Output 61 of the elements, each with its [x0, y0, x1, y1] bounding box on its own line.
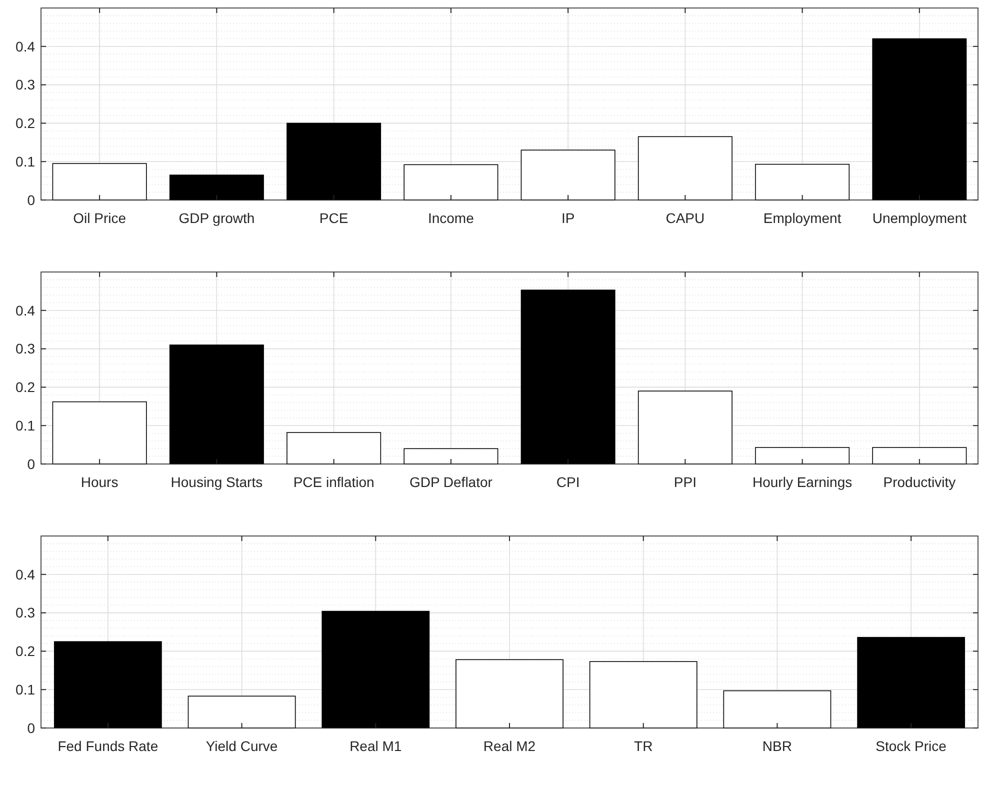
x-tick-label: PPI: [674, 474, 696, 490]
bar: [872, 38, 967, 200]
x-tick-label: Oil Price: [73, 210, 126, 226]
bar: [589, 661, 698, 728]
y-tick-label: 0.1: [16, 682, 36, 698]
bar: [54, 641, 162, 728]
x-tick-label: Hours: [80, 474, 118, 490]
y-tick-label: 0.1: [16, 154, 36, 170]
x-tick-label: Income: [428, 210, 474, 226]
y-tick-label: 0.2: [16, 379, 36, 396]
bar: [286, 122, 382, 200]
bar: [52, 401, 147, 464]
x-tick-label: Real M1: [350, 738, 402, 754]
x-tick-label: TR: [634, 738, 653, 754]
bar: [322, 610, 430, 728]
x-tick-label: Productivity: [883, 474, 956, 490]
x-tick-label: GDP growth: [178, 210, 255, 226]
x-tick-label: IP: [561, 210, 575, 226]
bar: [188, 696, 296, 728]
x-tick-label: Housing Starts: [170, 474, 263, 490]
bar: [857, 636, 966, 728]
bar: [638, 136, 732, 200]
bar: [404, 164, 498, 200]
bar: [755, 164, 850, 200]
bar: [638, 390, 732, 464]
y-tick-label: 0.4: [16, 302, 36, 318]
bar: [520, 150, 616, 200]
y-tick-label: 0.2: [16, 115, 36, 132]
bar: [520, 290, 616, 464]
y-tick-label: 0: [27, 456, 36, 472]
x-tick-label: Stock Price: [876, 738, 947, 754]
x-tick-label: PCE: [319, 210, 348, 226]
bar: [404, 448, 498, 464]
x-tick-label: NBR: [762, 738, 792, 754]
bar: [169, 174, 264, 200]
bar: [169, 344, 264, 464]
y-tick-label: 0.4: [16, 38, 36, 54]
y-tick-label: 0.3: [16, 340, 36, 357]
bar: [52, 163, 147, 200]
x-tick-label: Unemployment: [872, 210, 967, 226]
y-tick-label: 0.3: [16, 76, 36, 93]
x-tick-label: Fed Funds Rate: [58, 738, 158, 754]
y-tick-label: 0.1: [16, 418, 36, 434]
bar: [723, 690, 832, 728]
x-tick-label: GDP Deflator: [409, 474, 493, 490]
y-tick-label: 0: [27, 720, 36, 736]
y-tick-label: 0.4: [16, 566, 36, 582]
bar: [872, 447, 967, 464]
y-tick-label: 0: [27, 192, 36, 208]
bar: [286, 432, 382, 464]
bar: [456, 659, 564, 728]
y-tick-label: 0.3: [16, 604, 36, 621]
x-tick-label: Yield Curve: [206, 738, 278, 754]
y-tick-label: 0.2: [16, 643, 36, 660]
x-tick-label: Employment: [763, 210, 842, 226]
x-tick-label: CAPU: [666, 210, 705, 226]
x-tick-label: PCE inflation: [293, 474, 374, 490]
x-tick-label: Hourly Earnings: [752, 474, 852, 490]
x-tick-label: CPI: [556, 474, 580, 490]
x-tick-label: Real M2: [483, 738, 536, 754]
bar: [755, 447, 850, 464]
